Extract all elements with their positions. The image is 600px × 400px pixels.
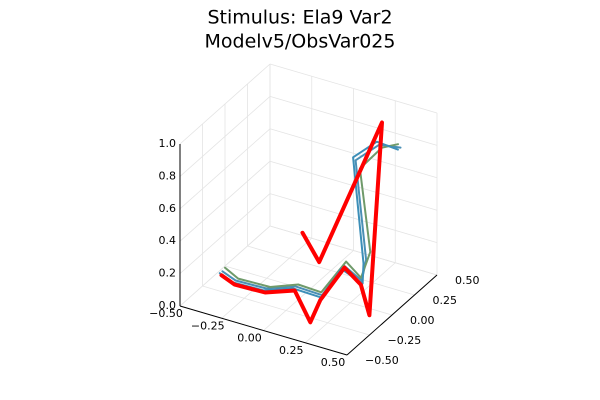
- z-tick-label: 0.8: [159, 169, 177, 182]
- chart-title: Modelv5/ObsVar025: [205, 31, 396, 53]
- grid-line: [179, 63, 271, 145]
- grid-line: [202, 285, 370, 336]
- grid-line: [269, 128, 438, 179]
- z-tick-label: 0.2: [159, 267, 177, 280]
- x-tick-label: 0.50: [321, 356, 346, 369]
- x-tick-label: 0.25: [279, 344, 304, 357]
- grid-line: [269, 225, 438, 276]
- y-tick-label: −0.50: [365, 354, 399, 367]
- trajectory: [219, 120, 384, 325]
- grid-line: [179, 128, 271, 210]
- grid-line: [179, 160, 271, 242]
- grid-line: [179, 225, 271, 307]
- grid-line: [269, 96, 438, 146]
- grid-line: [247, 245, 415, 296]
- trajectory: [224, 143, 399, 294]
- z-tick-label: 1.0: [159, 137, 177, 150]
- grid-line: [269, 193, 438, 243]
- grid-line: [179, 193, 271, 274]
- y-tick-label: −0.25: [388, 334, 422, 347]
- grid-line: [179, 96, 271, 177]
- x-tick-label: −0.25: [191, 319, 225, 332]
- y-tick-label: 0.50: [455, 274, 480, 287]
- chart-title: Stimulus: Ela9 Var2: [207, 7, 392, 29]
- x-tick-label: −0.50: [149, 307, 183, 320]
- y-tick-label: 0.00: [410, 314, 435, 327]
- x-tick-label: 0.00: [237, 332, 262, 345]
- z-tick-label: 0.4: [159, 234, 177, 247]
- grid-line: [269, 63, 438, 114]
- z-tick-label: 0.0: [159, 299, 177, 312]
- y-tick-label: 0.25: [433, 294, 458, 307]
- y-axis: [346, 274, 438, 356]
- x-axis: [179, 305, 348, 356]
- z-tick-label: 0.6: [159, 202, 177, 215]
